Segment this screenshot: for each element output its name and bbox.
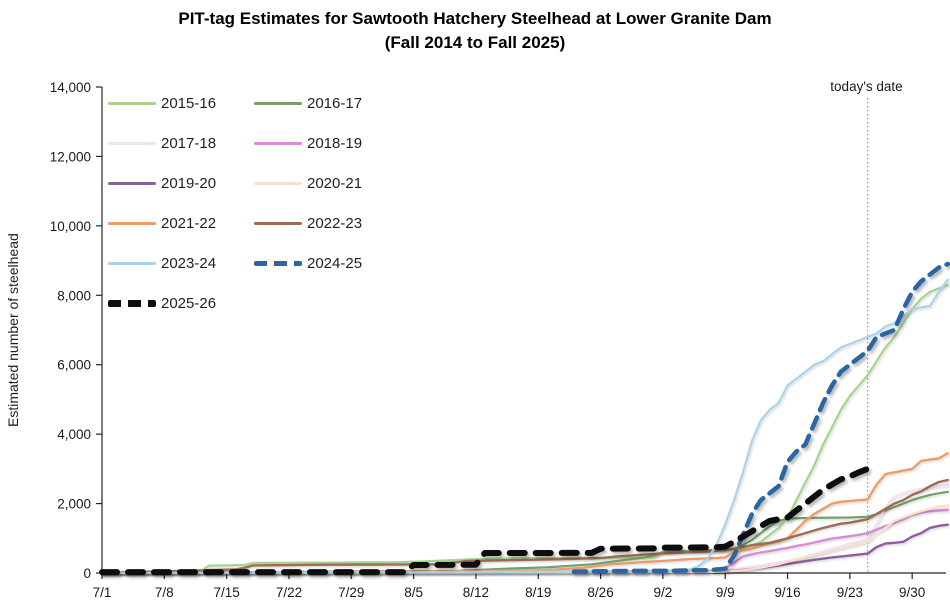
today-date-label: today's date [830,79,903,94]
legend-label-2021-22: 2021-22 [161,214,217,232]
legend-label-2019-20: 2019-20 [161,174,217,192]
legend-swatch-2024-25 [254,260,302,266]
legend-label-2022-23: 2022-23 [307,214,363,232]
legend-swatch-2023-24 [108,261,156,265]
series-line-2020-21 [100,504,949,575]
chart-title-block: PIT-tag Estimates for Sawtooth Hatchery … [0,7,950,55]
y-tick-label: 12,000 [50,149,91,164]
legend-item-2020-21: 2020-21 [254,170,424,196]
x-tick-label: 8/26 [587,585,613,600]
y-tick-label: 14,000 [50,80,91,95]
legend-swatch-2021-22 [108,221,156,225]
legend-swatch-2025-26 [108,299,156,307]
chart-title: PIT-tag Estimates for Sawtooth Hatchery … [178,9,772,28]
series-line-2025-26 [99,465,871,576]
legend-label-2025-26: 2025-26 [161,294,217,312]
x-tick-label: 8/5 [404,585,423,600]
y-tick-label: 2,000 [57,497,91,512]
x-tick-label: 7/22 [276,585,302,600]
y-tick-label: 8,000 [57,288,91,303]
series-line-2024-25 [571,261,950,574]
y-tick-label: 4,000 [57,427,91,442]
legend-item-2021-22: 2021-22 [108,210,254,236]
y-axis-label: Estimated number of steelhead [5,233,21,427]
legend-item-2015-16: 2015-16 [108,90,254,116]
x-tick-label: 9/9 [716,585,735,600]
y-tick-label: 6,000 [57,358,91,373]
x-tick-label: 9/23 [837,585,863,600]
legend-item-2017-18: 2017-18 [108,130,254,156]
chart-subtitle: (Fall 2014 to Fall 2025) [384,33,566,52]
legend-item-2025-26: 2025-26 [108,290,254,316]
legend-label-2024-25: 2024-25 [307,254,363,272]
legend-swatch-2022-23 [254,221,302,225]
series-line-2016-17 [100,490,949,575]
x-tick-label: 8/12 [463,585,489,600]
legend-item-2016-17: 2016-17 [254,90,424,116]
x-tick-label: 7/15 [214,585,240,600]
legend-swatch-2017-18 [108,141,156,145]
legend-swatch-2020-21 [254,181,302,185]
legend-item-2023-24: 2023-24 [108,250,254,276]
legend-label-2020-21: 2020-21 [307,174,363,192]
legend-label-2017-18: 2017-18 [161,134,217,152]
x-tick-label: 8/19 [525,585,551,600]
series-line-2022-23 [100,478,949,575]
x-tick-label: 9/16 [774,585,800,600]
legend-item-2024-25: 2024-25 [254,250,424,276]
x-tick-label: 9/2 [653,585,672,600]
legend-label-2023-24: 2023-24 [161,254,217,272]
x-tick-label: 9/30 [899,585,925,600]
legend-label-2015-16: 2015-16 [161,94,217,112]
x-tick-label: 7/8 [155,585,174,600]
legend-swatch-2016-17 [254,101,302,105]
y-tick-label: 10,000 [50,219,91,234]
legend-label-2018-19: 2018-19 [307,134,363,152]
legend: 2015-16 2016-17 2017-18 2018-19 2019-20 2020-… [108,90,424,316]
legend-item-2019-20: 2019-20 [108,170,254,196]
series-line-2018-19 [100,508,949,575]
legend-item-2018-19: 2018-19 [254,130,424,156]
legend-item-2022-23: 2022-23 [254,210,424,236]
legend-label-2016-17: 2016-17 [307,94,363,112]
x-tick-label: 7/29 [338,585,364,600]
legend-swatch-2019-20 [108,181,156,185]
series-line-2015-16 [100,283,949,575]
legend-swatch-2018-19 [254,141,302,145]
legend-swatch-2015-16 [108,101,156,105]
x-tick-label: 7/1 [93,585,112,600]
y-tick-label: 0 [83,566,91,581]
